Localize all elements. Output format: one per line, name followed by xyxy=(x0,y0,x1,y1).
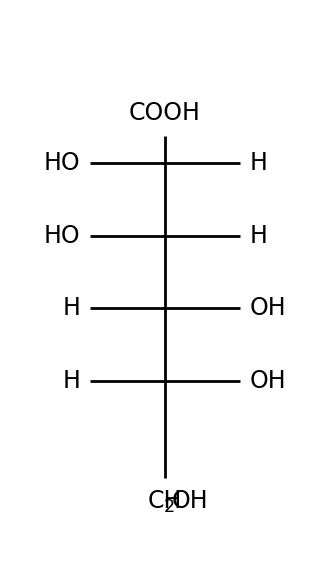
Text: H: H xyxy=(250,224,268,248)
Text: OH: OH xyxy=(250,296,287,320)
Text: CH: CH xyxy=(147,489,182,513)
Text: HO: HO xyxy=(43,224,80,248)
Text: COOH: COOH xyxy=(129,101,201,125)
Text: H: H xyxy=(62,296,80,320)
Text: OH: OH xyxy=(171,489,208,513)
Text: H: H xyxy=(250,151,268,175)
Text: HO: HO xyxy=(43,151,80,175)
Text: OH: OH xyxy=(250,369,287,393)
Text: 2: 2 xyxy=(164,497,175,516)
Text: H: H xyxy=(62,369,80,393)
